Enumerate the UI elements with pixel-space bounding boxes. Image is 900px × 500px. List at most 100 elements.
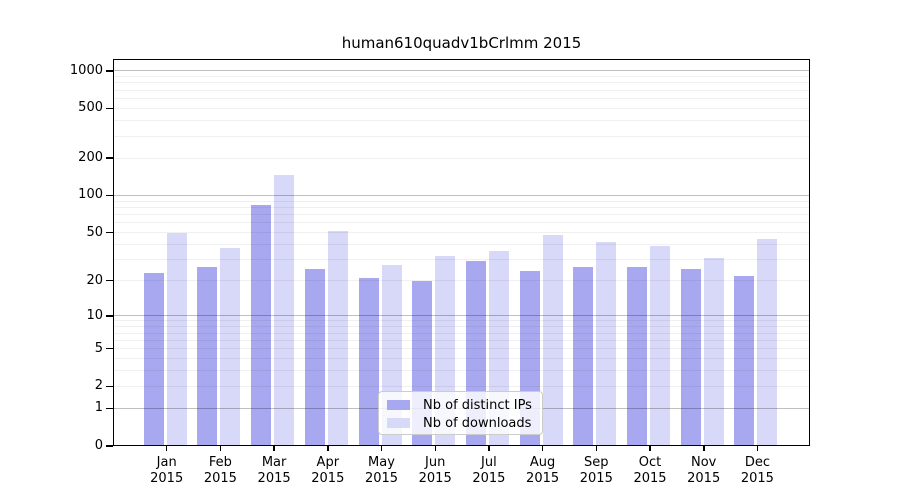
bar-ips-oct <box>627 267 647 446</box>
legend-label-distinct-ips: Nb of distinct IPs <box>423 397 532 413</box>
gridline-major-10 <box>113 315 810 317</box>
gridline-minor-70 <box>113 214 810 215</box>
x-tick-label-mar: Mar 2015 <box>257 455 291 486</box>
x-tick-mark <box>219 446 222 451</box>
gridline-minor-20 <box>113 280 810 282</box>
gridline-minor-700 <box>113 89 810 91</box>
plot-area <box>113 59 810 446</box>
gridline-minor-800 <box>113 82 810 84</box>
bar-downloads-sep <box>596 241 617 446</box>
gridline-minor-5 <box>113 348 810 350</box>
legend-swatch-distinct-ips-icon <box>387 400 410 410</box>
y-tick-label-5: 5 <box>94 340 103 356</box>
x-tick-mark <box>327 446 329 451</box>
y-tick-mark <box>106 157 113 159</box>
y-tick-label-0: 0 <box>94 438 103 453</box>
x-tick-mark <box>756 446 759 451</box>
gridline-minor-900 <box>113 76 810 77</box>
x-tick-mark <box>488 446 490 451</box>
bar-ips-jan <box>143 273 164 446</box>
x-tick-label-nov: Nov 2015 <box>687 455 721 486</box>
gridline-minor-40 <box>113 243 810 245</box>
gridline-minor-30 <box>113 259 810 260</box>
y-tick-mark <box>106 347 113 350</box>
gridline-minor-400 <box>113 120 810 121</box>
y-tick-label-10: 10 <box>86 307 103 323</box>
x-tick-label-aug: Aug 2015 <box>526 455 560 486</box>
x-tick-mark <box>649 446 651 451</box>
gridline-minor-60 <box>113 222 810 224</box>
gridline-minor-8 <box>113 326 810 328</box>
y-tick-mark <box>106 315 113 317</box>
gridline-minor-90 <box>113 200 810 202</box>
y-tick-label-2: 2 <box>94 378 103 394</box>
y-tick-label-20: 20 <box>86 272 103 288</box>
bar-ips-apr <box>304 269 325 446</box>
gridline-major-100 <box>113 194 810 196</box>
bar-downloads-apr <box>327 231 348 446</box>
legend: Nb of distinct IPs Nb of downloads <box>378 391 543 435</box>
gridline-minor-50 <box>113 232 810 233</box>
x-tick-mark <box>703 446 705 451</box>
x-tick-mark <box>595 446 597 451</box>
x-tick-label-feb: Feb 2015 <box>203 455 237 486</box>
legend-item-downloads: Nb of downloads <box>387 414 542 432</box>
x-tick-label-jun: Jun 2015 <box>418 455 452 486</box>
chart-title: human610quadv1bCrlmm 2015 <box>341 34 582 52</box>
gridline-minor-600 <box>113 98 810 99</box>
gridline-minor-300 <box>113 135 810 137</box>
x-tick-mark <box>273 446 275 451</box>
bar-downloads-oct <box>650 245 670 446</box>
legend-swatch-downloads-icon <box>387 418 410 428</box>
y-tick-mark <box>106 445 113 447</box>
gridline-minor-200 <box>113 157 810 159</box>
bar-downloads-jan <box>166 232 187 446</box>
bar-ips-dec <box>734 275 755 446</box>
bar-downloads-dec <box>757 239 778 446</box>
bar-downloads-aug <box>542 234 563 446</box>
y-tick-mark <box>106 279 113 282</box>
y-tick-mark <box>106 231 113 234</box>
gridline-major-1000 <box>113 70 810 72</box>
gridline-minor-4 <box>113 358 810 360</box>
y-tick-label-200: 200 <box>78 150 103 165</box>
bar-ips-mar <box>251 205 272 446</box>
x-tick-label-may: May 2015 <box>364 455 399 486</box>
y-tick-mark <box>106 385 113 388</box>
gridline-minor-6 <box>113 339 810 341</box>
y-tick-label-1000: 1000 <box>69 62 103 78</box>
y-tick-label-50: 50 <box>86 224 103 240</box>
gridline-minor-3 <box>113 370 810 372</box>
gridline-minor-2 <box>113 385 810 387</box>
y-tick-label-100: 100 <box>78 187 103 203</box>
gridline-minor-80 <box>113 206 810 208</box>
bar-ips-nov <box>680 269 701 446</box>
x-tick-mark <box>434 446 436 451</box>
x-tick-mark <box>165 446 168 451</box>
y-tick-mark <box>106 407 113 410</box>
bar-downloads-feb <box>220 248 241 446</box>
legend-label-downloads: Nb of downloads <box>423 415 532 431</box>
y-tick-mark <box>106 70 113 72</box>
legend-item-distinct-ips: Nb of distinct IPs <box>387 396 542 414</box>
gridline-minor-9 <box>113 320 810 322</box>
bar-ips-may <box>358 278 379 446</box>
y-tick-mark <box>106 107 113 110</box>
x-tick-label-dec: Dec 2015 <box>740 455 774 486</box>
gridline-minor-7 <box>113 332 810 334</box>
bar-downloads-mar <box>274 174 295 446</box>
bar-ips-feb <box>197 267 218 446</box>
bar-ips-sep <box>573 267 594 446</box>
x-tick-label-jul: Jul 2015 <box>472 455 506 486</box>
gridline-minor-500 <box>113 107 810 109</box>
y-tick-mark <box>106 194 113 197</box>
x-tick-mark <box>541 446 544 451</box>
bar-downloads-nov <box>703 257 724 446</box>
x-tick-label-oct: Oct 2015 <box>633 455 667 486</box>
x-tick-label-apr: Apr 2015 <box>311 455 345 486</box>
x-tick-mark <box>380 446 383 451</box>
y-tick-label-1: 1 <box>94 400 103 416</box>
y-tick-label-500: 500 <box>78 100 103 116</box>
x-tick-label-sep: Sep 2015 <box>579 455 613 486</box>
